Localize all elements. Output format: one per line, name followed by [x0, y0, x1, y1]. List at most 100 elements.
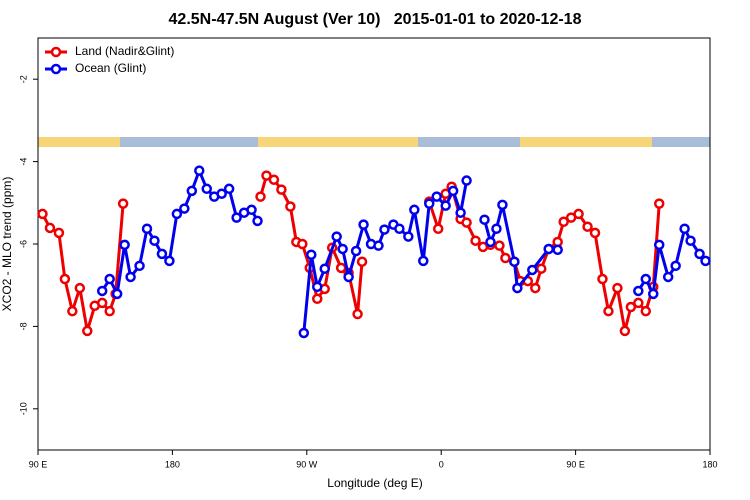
legend-marker: [50, 63, 62, 75]
data-point: [179, 203, 190, 214]
data-point: [640, 305, 652, 317]
data-point: [111, 288, 123, 300]
data-point: [612, 282, 623, 294]
data-point: [653, 239, 665, 251]
data-point: [379, 224, 390, 235]
data-point: [171, 208, 183, 220]
data-point: [373, 240, 384, 251]
data-point: [59, 273, 71, 285]
legend: Land (Nadir&Glint) Ocean (Glint): [45, 44, 174, 75]
land-segment: [38, 137, 120, 147]
data-point: [679, 223, 690, 235]
data-point: [125, 271, 136, 283]
data-point: [53, 227, 65, 239]
data-point: [491, 223, 502, 235]
data-point: [403, 231, 414, 242]
data-point: [418, 255, 429, 267]
data-point: [141, 223, 153, 235]
data-point: [440, 200, 451, 211]
data-point: [149, 235, 160, 246]
data-point: [285, 201, 296, 212]
data-point: [394, 223, 405, 235]
data-point: [494, 240, 505, 251]
data-point: [261, 170, 272, 181]
y-axis-label: XCO2 - MLO trend (ppm): [0, 177, 14, 312]
land-segment: [258, 137, 418, 147]
data-point: [552, 244, 563, 256]
data-point: [37, 208, 48, 220]
x-tick-label: 180: [165, 459, 180, 469]
data-point: [276, 184, 287, 195]
data-point: [104, 305, 115, 317]
data-point: [543, 243, 554, 255]
data-point: [216, 188, 227, 199]
data-point: [306, 249, 317, 260]
data-point: [194, 165, 205, 176]
data-point: [603, 305, 614, 317]
data-point: [455, 207, 466, 218]
data-point: [648, 288, 659, 300]
x-tick-label: 180: [702, 459, 717, 469]
data-point: [461, 175, 472, 186]
ocean-segment: [652, 137, 710, 147]
data-point: [589, 227, 601, 239]
data-point: [432, 223, 444, 235]
ocean-segment: [418, 137, 520, 147]
data-point: [527, 264, 538, 276]
data-point: [312, 293, 323, 305]
data-point: [485, 236, 496, 248]
data-point: [685, 235, 696, 246]
data-point: [312, 281, 323, 293]
ocean-segment: [120, 137, 258, 147]
data-point: [96, 285, 108, 297]
data-point: [530, 282, 541, 294]
data-point: [694, 248, 705, 260]
data-point: [117, 198, 129, 209]
data-point: [625, 301, 637, 313]
data-point: [640, 273, 652, 285]
data-point: [297, 238, 308, 250]
data-point: [479, 214, 490, 225]
data-point: [119, 239, 130, 251]
data-point: [461, 217, 472, 228]
data-point: [447, 185, 459, 197]
data-point: [350, 245, 362, 257]
data-point: [424, 198, 435, 209]
y-tick-label: -8: [18, 322, 28, 330]
data-point: [619, 325, 631, 337]
data-point: [268, 174, 280, 185]
y-tick-label: -4: [18, 158, 28, 166]
x-tick-label: 90 W: [296, 459, 318, 469]
data-point: [352, 308, 363, 320]
land-mask-strip: [38, 137, 710, 147]
data-point: [670, 260, 681, 272]
data-point: [186, 185, 198, 197]
data-point: [653, 198, 665, 209]
data-point: [231, 212, 242, 223]
data-point: [512, 282, 523, 294]
data-point: [409, 204, 420, 216]
data-point: [252, 215, 263, 227]
land-segment: [520, 137, 652, 147]
data-point: [633, 285, 644, 297]
data-point: [337, 243, 348, 255]
data-point: [201, 183, 212, 195]
chart-title: 42.5N-47.5N August (Ver 10) 2015-01-01 t…: [169, 11, 582, 28]
data-point: [356, 256, 368, 267]
data-point: [662, 271, 674, 283]
data-point: [573, 208, 584, 220]
data-point: [164, 255, 175, 267]
data-point: [343, 271, 354, 283]
data-point: [470, 235, 481, 246]
data-point: [331, 231, 342, 242]
data-point: [582, 221, 593, 232]
data-point: [597, 273, 608, 285]
data-point: [431, 191, 442, 202]
data-point: [82, 325, 93, 337]
series-line: [41, 174, 661, 333]
data-point: [134, 260, 145, 272]
data-point: [255, 191, 266, 202]
y-tick-label: -2: [18, 75, 28, 83]
